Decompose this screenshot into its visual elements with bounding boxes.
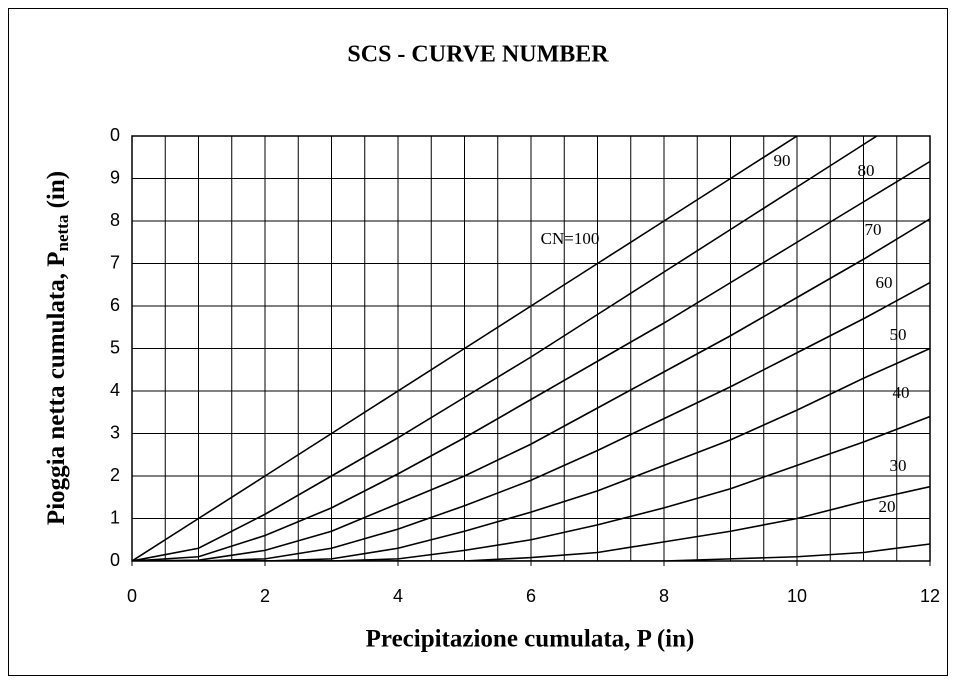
y-tick-label: 6 <box>110 295 120 315</box>
y-axis-title-sub: netta <box>53 214 72 251</box>
curve <box>132 543 930 561</box>
lines <box>132 136 930 561</box>
series-label: 70 <box>865 220 882 239</box>
series-label: 90 <box>774 151 791 170</box>
series-label: 80 <box>858 161 875 180</box>
chart-title: SCS - CURVE NUMBER <box>347 42 609 68</box>
y-tick-label: 0 <box>110 125 120 145</box>
y-tick-label: 5 <box>110 337 120 357</box>
y-tick-label: 2 <box>110 465 120 485</box>
x-tick-label: 12 <box>920 586 940 606</box>
y-axis-title: Pioggia netta cumulata, Pnetta (in) <box>43 171 72 525</box>
y-axis-title-main: Pioggia netta cumulata, P <box>43 251 70 525</box>
series-label: 40 <box>893 383 910 402</box>
x-tick-label: 6 <box>526 586 536 606</box>
curve <box>132 347 930 561</box>
x-tick-label: 8 <box>659 586 669 606</box>
x-tick-label: 2 <box>260 586 270 606</box>
chart-frame <box>8 8 948 676</box>
series-label: 20 <box>879 497 896 516</box>
y-tick-label: 0 <box>110 550 120 570</box>
x-tick-label: 10 <box>787 586 807 606</box>
series-label: 30 <box>890 456 907 475</box>
curve <box>132 136 879 561</box>
series-label: 60 <box>876 273 893 292</box>
y-tick-label: 9 <box>110 167 120 187</box>
curve <box>132 136 799 561</box>
x-axis-title: Precipitazione cumulata, P (in) <box>366 626 695 653</box>
curve <box>132 281 930 561</box>
curve <box>132 160 930 561</box>
x-tick-label: 4 <box>393 586 403 606</box>
y-tick-label: 1 <box>110 507 120 527</box>
x-tick-label: 0 <box>127 586 137 606</box>
series-label: CN=100 <box>541 229 600 248</box>
y-tick-label: 4 <box>110 380 120 400</box>
y-tick-label: 3 <box>110 422 120 442</box>
curve <box>132 218 930 561</box>
y-tick-label: 7 <box>110 252 120 272</box>
curve <box>132 415 930 561</box>
y-axis-title-end: (in) <box>43 171 70 215</box>
series-label: 50 <box>890 325 907 344</box>
curve <box>132 485 930 561</box>
y-tick-label: 8 <box>110 210 120 230</box>
